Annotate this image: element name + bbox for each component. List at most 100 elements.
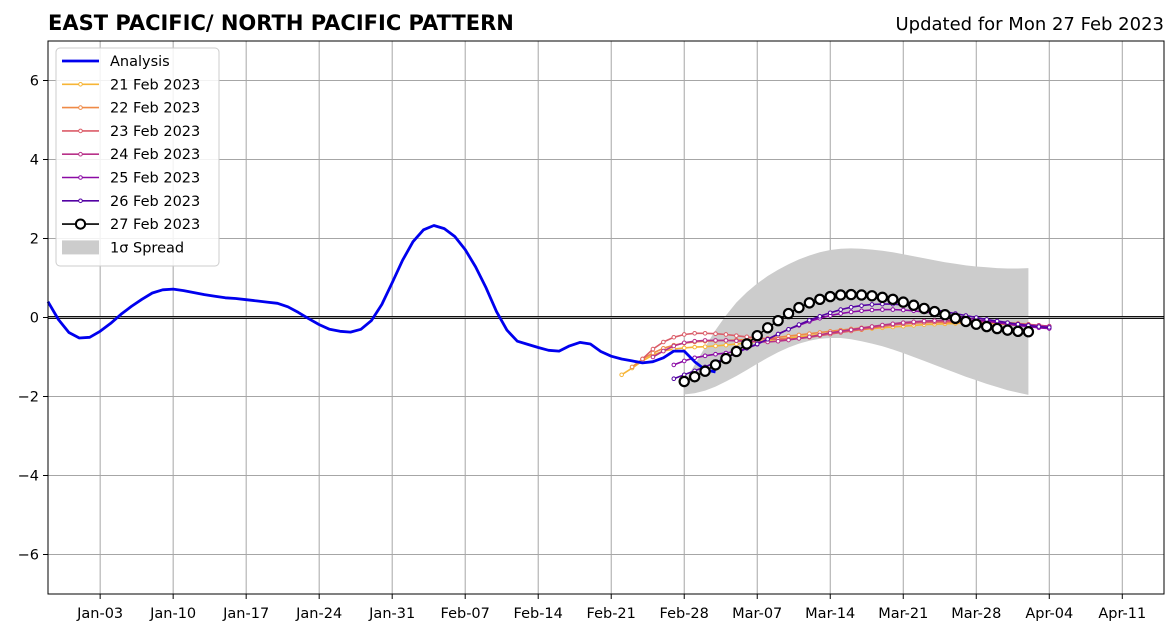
x-tick-label: Jan-31 xyxy=(368,606,415,622)
spread-layer xyxy=(684,248,1029,395)
legend: Analysis 21 Feb 2023 22 Feb 2023 23 Feb 202… xyxy=(55,47,220,267)
forecast-point xyxy=(796,322,802,327)
forecast-point xyxy=(827,310,833,316)
forecast-point xyxy=(744,334,750,340)
forecast-point xyxy=(880,307,885,312)
legend-label: 21 Feb 2023 xyxy=(110,77,200,93)
forecast-point xyxy=(907,299,920,311)
forecast-point xyxy=(713,343,718,349)
forecast-point xyxy=(994,318,1000,324)
forecast-point xyxy=(730,345,743,358)
forecast-series xyxy=(678,288,1035,388)
forecast-point xyxy=(723,342,729,348)
forecast-point xyxy=(817,314,823,319)
y-tick-label: −6 xyxy=(18,548,39,564)
forecast-point xyxy=(880,322,885,328)
legend-marker xyxy=(74,218,87,230)
forecast-point xyxy=(734,338,739,344)
y-tick-label: −4 xyxy=(18,469,39,485)
forecast-point xyxy=(702,353,708,359)
forecast-point xyxy=(869,302,875,307)
forecast-point xyxy=(702,331,708,336)
forecast-point xyxy=(775,331,781,337)
legend-label: 27 Feb 2023 xyxy=(110,217,200,233)
forecast-point xyxy=(1005,320,1010,325)
forecast-point xyxy=(650,346,656,352)
forecast-point xyxy=(859,308,864,314)
legend-entry: 23 Feb 2023 xyxy=(62,124,200,140)
y-tick-label: 2 xyxy=(30,232,39,248)
legend-entry: 21 Feb 2023 xyxy=(62,77,200,93)
forecast-point xyxy=(939,309,951,321)
forecast-point xyxy=(702,338,708,343)
forecast-point xyxy=(876,291,889,304)
spread-band xyxy=(684,248,1029,395)
forecast-point xyxy=(765,336,770,342)
forecast-point xyxy=(1022,326,1035,338)
y-tick-label: −2 xyxy=(18,390,39,406)
forecast-point xyxy=(796,336,802,341)
forecast-point xyxy=(692,338,697,344)
forecast-point xyxy=(723,338,729,343)
forecast-point xyxy=(932,318,937,323)
x-tick-label: Jan-10 xyxy=(149,606,196,622)
forecast-point xyxy=(671,343,677,349)
x-tick-label: Jan-03 xyxy=(76,606,123,622)
forecast-point xyxy=(838,311,843,316)
forecast-point xyxy=(688,371,701,383)
forecast-point xyxy=(671,334,677,340)
forecast-point xyxy=(838,307,843,312)
forecast-point xyxy=(713,338,718,343)
forecast-point xyxy=(723,332,729,337)
x-tick-label: Apr-11 xyxy=(1098,606,1146,622)
forecast-point xyxy=(887,293,899,306)
forecast-point xyxy=(786,327,791,332)
forecast-point xyxy=(824,290,836,303)
legend-entry: 26 Feb 2023 xyxy=(62,194,200,210)
forecast-point xyxy=(970,318,982,330)
forecast-point xyxy=(681,340,687,346)
forecast-point xyxy=(786,337,791,343)
series-layer xyxy=(46,224,1052,388)
x-tick-label: Jan-24 xyxy=(295,606,342,622)
legend-entry: Analysis xyxy=(62,54,170,70)
forecast-point xyxy=(991,322,1003,335)
forecast-point xyxy=(1015,321,1021,327)
x-tick-label: Apr-04 xyxy=(1025,606,1073,622)
forecast-point xyxy=(775,338,781,344)
forecast-point xyxy=(980,320,993,333)
legend-entry: 24 Feb 2023 xyxy=(62,147,200,163)
legend-label: 23 Feb 2023 xyxy=(110,124,200,140)
legend-box xyxy=(55,47,220,267)
forecast-point xyxy=(741,338,753,350)
forecast-point xyxy=(699,365,711,377)
y-tick-label: 0 xyxy=(30,311,39,327)
forecast-point xyxy=(890,307,896,312)
forecast-point xyxy=(827,330,833,336)
forecast-point xyxy=(859,325,864,331)
forecast-point xyxy=(661,348,666,354)
legend-label: 24 Feb 2023 xyxy=(110,147,200,163)
forecast-point xyxy=(629,364,635,370)
forecast-point xyxy=(681,345,687,351)
y-tick-label: 6 xyxy=(30,74,39,90)
axes: Jan-03 Jan-10 Jan-17 Jan-24 Jan-31 Feb-07 Feb-… xyxy=(18,40,1165,622)
x-tick-label: Mar-07 xyxy=(732,606,782,622)
forecast-point xyxy=(681,358,687,364)
forecast-point xyxy=(619,372,624,378)
legend-entry: 27 Feb 2023 xyxy=(62,217,200,233)
forecast-point xyxy=(754,341,760,347)
legend-marker xyxy=(78,151,83,157)
forecast-point xyxy=(1036,324,1042,329)
forecast-point xyxy=(751,329,763,342)
forecast-point xyxy=(918,302,930,315)
forecast-point xyxy=(869,324,875,329)
y-tick-label: 4 xyxy=(30,153,39,169)
x-tick-label: Feb-21 xyxy=(587,606,636,622)
forecast-point xyxy=(772,314,784,327)
forecast-point xyxy=(845,288,857,301)
forecast-point xyxy=(911,319,916,325)
forecast-point xyxy=(817,332,823,338)
legend-entry: 25 Feb 2023 xyxy=(62,171,200,187)
